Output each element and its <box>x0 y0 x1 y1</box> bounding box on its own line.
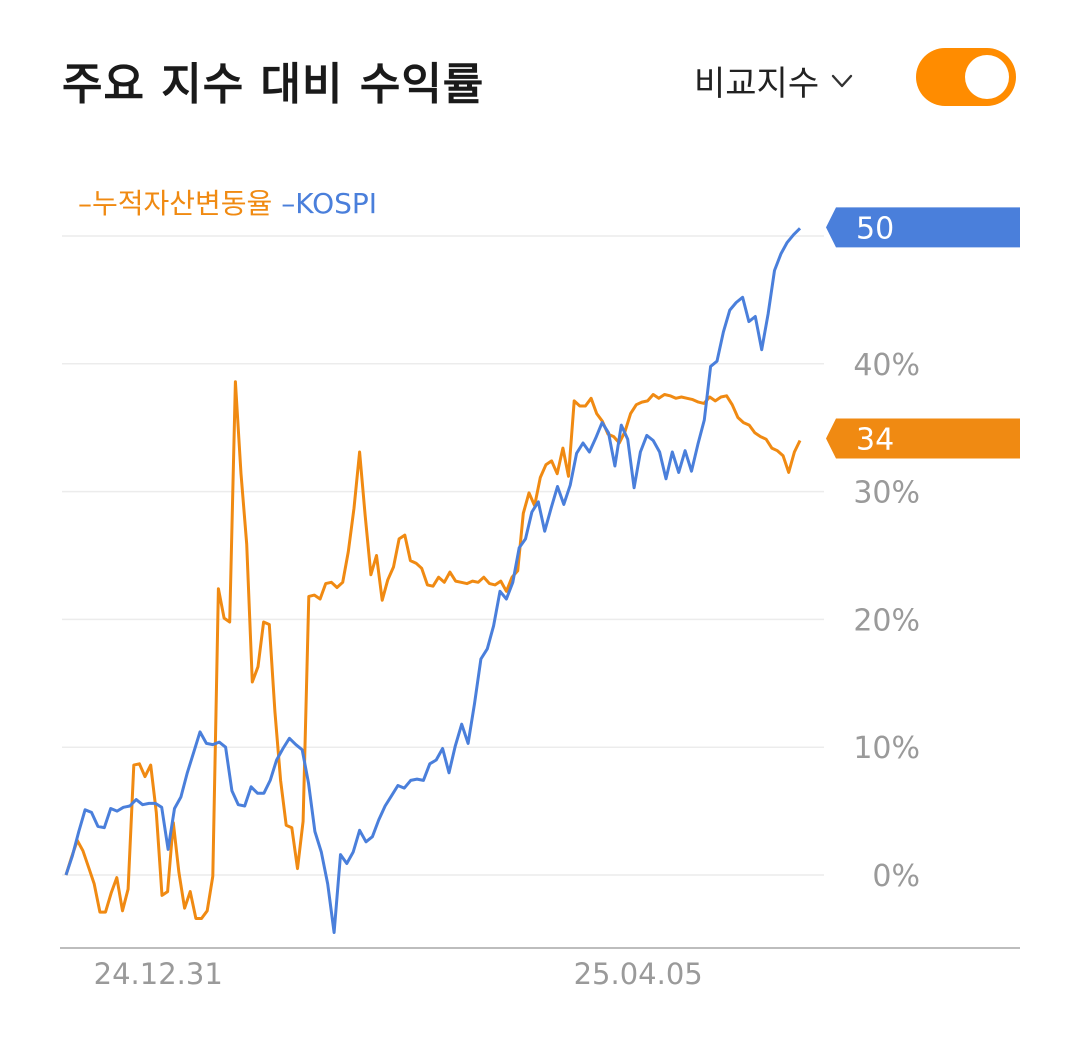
series-line-kospi <box>64 227 802 934</box>
compare-index-label: 비교지수 <box>694 64 820 104</box>
toggle-knob <box>965 55 1009 99</box>
chevron-down-icon <box>831 74 853 87</box>
x-tick-label: 25.04.05 <box>574 957 703 991</box>
end-value-flag <box>826 207 1020 248</box>
compare-index-dropdown[interactable]: 비교지수 <box>694 56 855 105</box>
end-value-label: 34 <box>856 422 894 457</box>
x-tick-label: 24.12.31 <box>94 957 223 991</box>
legend-item-portfolio: –누적자산변동율 <box>78 187 273 220</box>
y-tick-label: 30% <box>853 476 920 511</box>
y-tick-label: 10% <box>853 731 920 766</box>
chart-legend: –누적자산변동율 –KOSPI <box>78 182 377 222</box>
series-line-portfolio <box>64 380 802 920</box>
page-title: 주요 지수 대비 수익률 <box>62 59 485 110</box>
y-tick-label: 20% <box>853 603 920 638</box>
end-value-flag <box>826 418 1020 459</box>
y-tick-label: 0% <box>872 859 920 894</box>
y-tick-label: 40% <box>853 348 920 383</box>
end-value-label: 50 <box>856 211 894 246</box>
legend-item-kospi: –KOSPI <box>281 187 378 220</box>
compare-toggle-switch[interactable] <box>916 48 1016 106</box>
